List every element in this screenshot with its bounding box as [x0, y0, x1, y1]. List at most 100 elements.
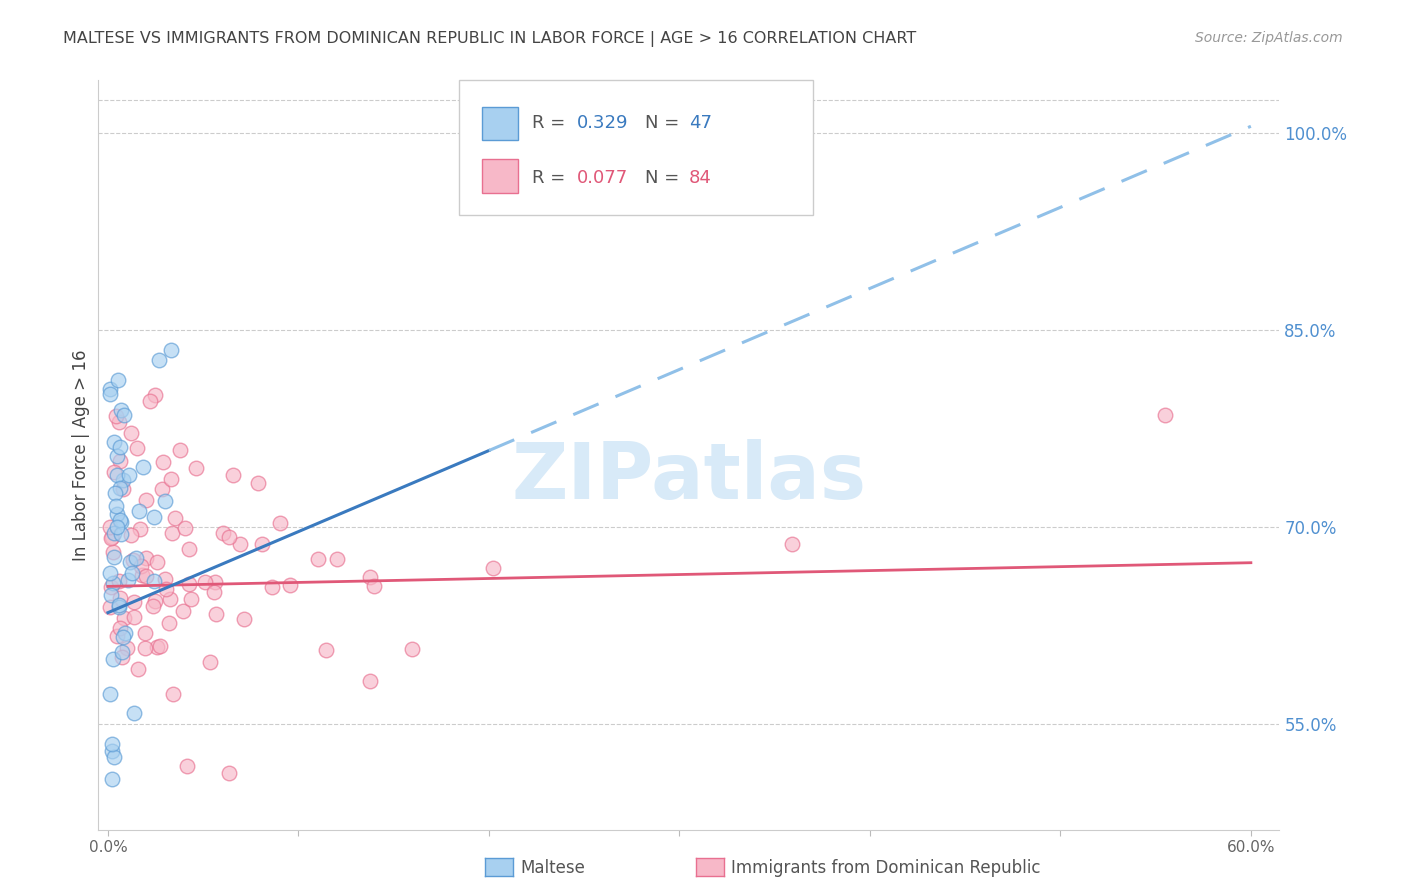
Point: [100, 580, 122, 594]
Point: [202, 585, 225, 599]
Point: [111, 645, 134, 659]
Text: Source: ZipAtlas.com: Source: ZipAtlas.com: [1195, 31, 1343, 45]
Point: [194, 575, 217, 590]
Text: MALTESE VS IMMIGRANTS FROM DOMINICAN REPUBLIC IN LABOR FORCE | AGE > 16 CORRELAT: MALTESE VS IMMIGRANTS FROM DOMINICAN REP…: [63, 31, 917, 47]
Point: [111, 482, 134, 496]
Point: [142, 599, 165, 613]
Point: [162, 526, 184, 541]
Point: [229, 536, 252, 550]
Point: [159, 343, 181, 357]
Point: [105, 468, 128, 483]
Point: [129, 558, 152, 573]
Point: [359, 673, 381, 688]
Point: [135, 550, 157, 565]
Point: [107, 373, 129, 387]
Point: [100, 744, 122, 758]
Point: [108, 621, 131, 635]
Point: [307, 552, 329, 566]
Point: [159, 591, 181, 606]
Point: [145, 555, 167, 569]
Point: [359, 570, 381, 584]
Point: [98, 520, 121, 534]
Point: [149, 639, 172, 653]
Point: [165, 510, 187, 524]
Point: [120, 528, 142, 542]
Point: [101, 545, 124, 559]
Point: [105, 629, 128, 643]
Point: [262, 581, 284, 595]
Point: [315, 643, 337, 657]
Point: [103, 750, 125, 764]
Point: [1154, 409, 1177, 423]
Point: [105, 409, 128, 423]
Point: [108, 454, 131, 468]
Point: [176, 759, 198, 773]
Point: [100, 531, 122, 545]
Point: [125, 550, 148, 565]
Point: [481, 561, 503, 575]
Point: [142, 574, 165, 589]
Text: Maltese: Maltese: [520, 859, 585, 877]
Point: [131, 567, 153, 582]
FancyBboxPatch shape: [482, 159, 517, 193]
Point: [103, 550, 125, 565]
Point: [121, 566, 143, 580]
Point: [143, 388, 166, 402]
Point: [101, 575, 124, 590]
Point: [211, 525, 233, 540]
Point: [135, 568, 157, 582]
Point: [152, 455, 174, 469]
Point: [110, 527, 132, 541]
Point: [111, 650, 134, 665]
Point: [135, 493, 157, 508]
Text: N =: N =: [645, 169, 685, 186]
Point: [108, 415, 131, 429]
Point: [112, 408, 135, 422]
Point: [98, 566, 121, 581]
Text: N =: N =: [645, 114, 685, 132]
Point: [98, 382, 121, 396]
Point: [112, 630, 135, 644]
Point: [108, 481, 131, 495]
Point: [118, 467, 141, 482]
Point: [108, 598, 131, 612]
Point: [204, 575, 226, 590]
Point: [105, 449, 128, 463]
Point: [101, 772, 124, 787]
Point: [103, 526, 125, 541]
Point: [278, 578, 301, 592]
Point: [110, 402, 132, 417]
Point: [122, 609, 145, 624]
Point: [98, 387, 121, 401]
Point: [100, 588, 122, 602]
Point: [218, 530, 240, 544]
Point: [108, 440, 131, 454]
Point: [204, 607, 226, 621]
FancyBboxPatch shape: [482, 106, 517, 140]
Point: [157, 615, 180, 630]
Point: [108, 600, 131, 615]
Text: 47: 47: [689, 114, 711, 132]
Point: [122, 595, 145, 609]
Point: [160, 472, 183, 486]
Point: [110, 591, 132, 606]
Text: 84: 84: [689, 169, 711, 186]
Point: [134, 626, 156, 640]
FancyBboxPatch shape: [458, 80, 813, 215]
Point: [139, 394, 162, 409]
Point: [153, 493, 176, 508]
Point: [110, 512, 132, 526]
Point: [131, 460, 153, 475]
Point: [103, 466, 125, 480]
Point: [121, 553, 143, 567]
Point: [127, 662, 149, 676]
Point: [146, 640, 169, 655]
Point: [177, 576, 200, 591]
Point: [104, 485, 127, 500]
Text: R =: R =: [531, 114, 571, 132]
Point: [177, 542, 200, 557]
Point: [115, 640, 138, 655]
Point: [246, 476, 269, 491]
Point: [101, 652, 124, 666]
Point: [155, 582, 177, 596]
